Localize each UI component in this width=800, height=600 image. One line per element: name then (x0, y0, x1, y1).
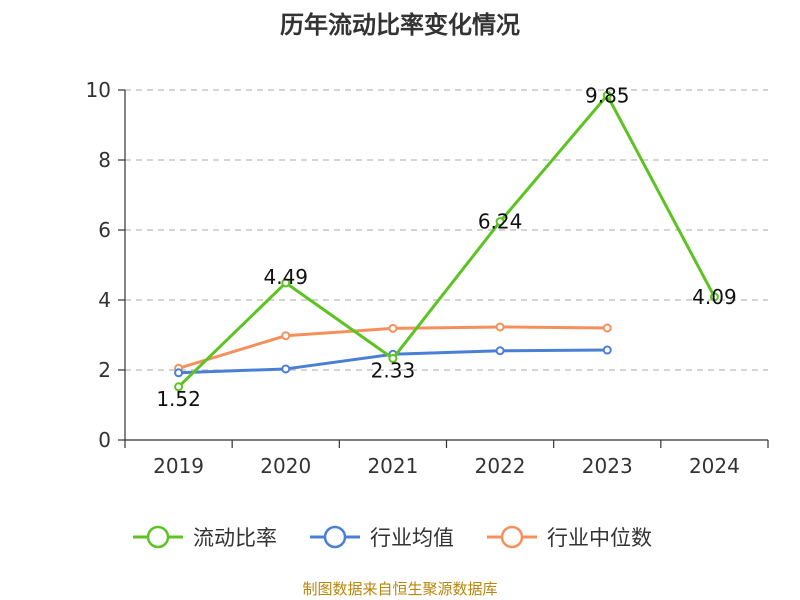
data-point (174, 382, 184, 392)
data-labels: 1.52 4.49 2.33 6.24 9.85 4.09 (156, 83, 736, 411)
data-point (495, 322, 505, 332)
series-line-流动比率 (177, 93, 716, 388)
legend-marker (500, 525, 524, 549)
data-point (602, 323, 612, 333)
data-point (281, 364, 291, 374)
chart-title: 历年流动比率变化情况 (280, 11, 520, 39)
legend-label: 流动比率 (193, 526, 277, 550)
data-label: 9.85 (585, 83, 630, 107)
legend-label: 行业中位数 (547, 526, 652, 550)
data-point (602, 90, 612, 100)
x-tick-label: 2024 (689, 454, 740, 478)
legend-item-流动比率[interactable]: 流动比率 (133, 525, 277, 550)
data-point (495, 217, 505, 227)
axes (118, 89, 769, 448)
legend-item-行业均值[interactable]: 行业均值 (310, 525, 454, 550)
data-point (281, 331, 291, 341)
data-label: 2.33 (371, 358, 416, 382)
grid-lines (125, 89, 768, 371)
data-point (281, 278, 291, 288)
data-point (495, 346, 505, 356)
data-point (388, 323, 398, 333)
legend-item-行业中位数[interactable]: 行业中位数 (487, 525, 652, 550)
x-axis-tick-labels: 2019 2020 2021 2022 2023 2024 (153, 454, 740, 478)
legend-label: 行业均值 (370, 526, 454, 550)
y-tick-label: 6 (98, 218, 111, 242)
data-point (388, 353, 398, 363)
data-label: 4.09 (692, 285, 737, 309)
x-tick-label: 2020 (260, 454, 311, 478)
data-label: 6.24 (478, 210, 523, 234)
legend-marker (146, 525, 170, 549)
x-tick-label: 2019 (153, 454, 204, 478)
data-label: 1.52 (156, 387, 201, 411)
data-point (602, 345, 612, 355)
y-tick-label: 0 (98, 428, 111, 452)
x-tick-label: 2022 (475, 454, 526, 478)
y-tick-label: 2 (98, 358, 111, 382)
source-note: 制图数据来自恒生聚源数据库 (302, 580, 497, 598)
y-tick-label: 4 (98, 288, 111, 312)
legend[interactable]: 流动比率 行业均值 行业中位数 (133, 525, 652, 550)
data-point (709, 292, 719, 302)
y-tick-label: 10 (86, 78, 111, 102)
legend-marker (323, 525, 347, 549)
data-point (174, 368, 184, 378)
data-label: 4.49 (263, 265, 308, 289)
series-lines (174, 90, 719, 392)
y-tick-label: 8 (98, 148, 111, 172)
y-axis-tick-labels: 0 2 4 6 8 10 (86, 78, 111, 452)
x-tick-label: 2021 (367, 454, 418, 478)
x-tick-label: 2023 (582, 454, 633, 478)
